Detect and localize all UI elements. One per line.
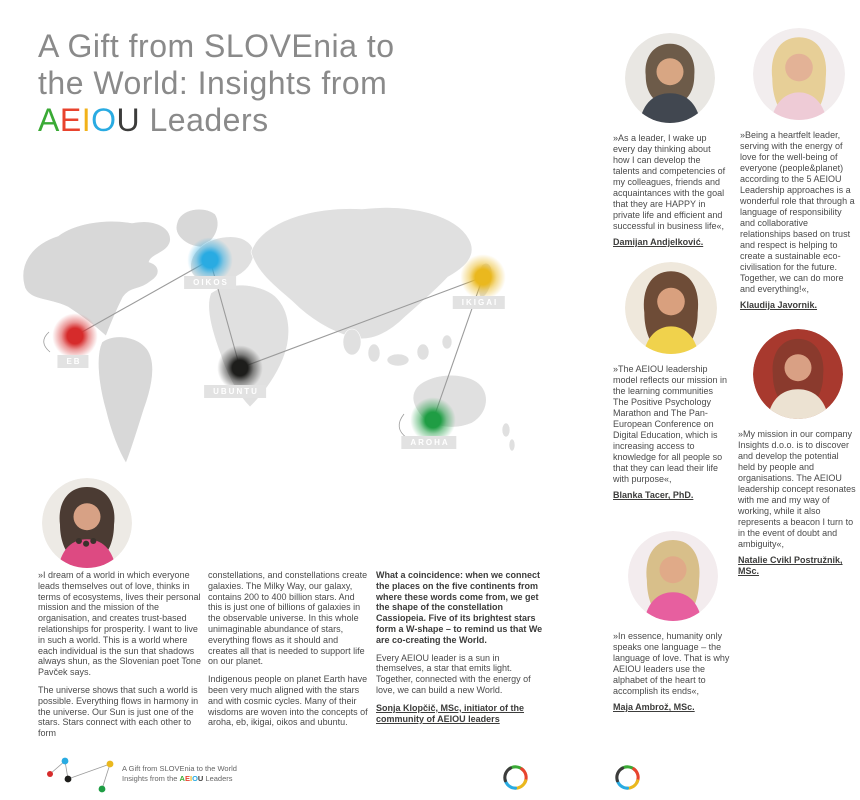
island-se-asia bbox=[342, 328, 362, 356]
quote-block-damijan: »As a leader, I wake up every day thinki… bbox=[613, 33, 726, 248]
aeiou-letter-e: E bbox=[184, 774, 190, 783]
portrait-sonja bbox=[42, 478, 132, 568]
quote-text: »As a leader, I wake up every day thinki… bbox=[613, 133, 726, 231]
aeiou-rosette-logo bbox=[503, 765, 528, 790]
quote-text: »The AEIOU leadership model reflects our… bbox=[613, 364, 728, 484]
quote-block-blanka: »The AEIOU leadership model reflects our… bbox=[613, 262, 729, 501]
article-paragraph: Every AEIOU leader is a sun in themselve… bbox=[376, 652, 531, 695]
quote-author: Klaudija Javornik. bbox=[740, 300, 818, 310]
article-lead-paragraph: What a coincidence: when we connect the … bbox=[376, 570, 543, 645]
title-line-2: the World: Insights from bbox=[38, 65, 388, 101]
continent-asia bbox=[250, 207, 473, 339]
map-node-ubuntu bbox=[217, 345, 263, 391]
aeiou-letter-u: U bbox=[197, 774, 204, 783]
swirl-eb bbox=[43, 331, 51, 353]
quote-text: »Being a heartfelt leader, serving with … bbox=[740, 130, 855, 294]
portrait-natalie bbox=[752, 329, 843, 419]
portrait-damijan bbox=[624, 33, 715, 123]
map-label-oikos: OIKOS bbox=[184, 276, 236, 289]
footer-text: A Gift from SLOVEnia to the World Insigh… bbox=[122, 764, 237, 784]
map-node-eb bbox=[52, 313, 98, 359]
portrait-klaudija bbox=[752, 28, 845, 120]
quote-author: Maja Ambrož, MSc. bbox=[613, 702, 695, 712]
quote-block-maja: »In essence, humanity only speaks one la… bbox=[613, 531, 733, 713]
world-map-section: EB OIKOS UBUNTU IKIGAI AROHA bbox=[0, 190, 600, 480]
title-line-1: A Gift from SLOVEnia to bbox=[38, 28, 395, 64]
footer-dot-ubuntu bbox=[64, 775, 72, 783]
map-label-ikigai: IKIGAI bbox=[452, 296, 506, 309]
island-se-asia bbox=[441, 334, 453, 350]
map-label-ubuntu: UBUNTU bbox=[204, 385, 266, 398]
portrait-maja bbox=[628, 531, 718, 621]
map-node-oikos bbox=[187, 237, 233, 283]
article-paragraph: constellations, and constellations creat… bbox=[208, 570, 368, 667]
article-author: Sonja Klopčič, MSc, initiator of the com… bbox=[376, 702, 525, 724]
island-se-asia bbox=[416, 343, 430, 361]
footer-dot-oikos bbox=[61, 757, 69, 765]
aeiou-letter-i: I bbox=[189, 774, 193, 783]
title-line-3: AEIOU Leaders bbox=[38, 102, 395, 139]
article-column-2: constellations, and constellations creat… bbox=[208, 570, 370, 735]
quote-author: Blanka Tacer, PhD. bbox=[613, 490, 694, 500]
aeiou-letter-e: E bbox=[59, 102, 82, 138]
quote-block-klaudija: »Being a heartfelt leader, serving with … bbox=[740, 28, 857, 311]
map-node-ikigai bbox=[460, 254, 506, 300]
map-node-aroha bbox=[410, 397, 456, 443]
quote-author: Natalie Cvikl Postružnik, MSc. bbox=[738, 555, 843, 576]
aeiou-rosette-logo bbox=[615, 765, 640, 790]
quote-author: Damijan Andjelković. bbox=[613, 237, 704, 247]
portrait-blanka bbox=[625, 262, 717, 354]
continent-north-america bbox=[22, 220, 171, 337]
article-paragraph: The universe shows that such a world is … bbox=[38, 684, 199, 739]
island-se-asia bbox=[367, 343, 381, 363]
island-new-zealand bbox=[501, 422, 511, 438]
article-column-3: What a coincidence: when we connect the … bbox=[376, 570, 544, 725]
quote-text: »In essence, humanity only speaks one la… bbox=[613, 631, 730, 696]
map-label-aroha: AROHA bbox=[401, 436, 457, 449]
quote-text: »My mission in our company Insights d.o.… bbox=[738, 429, 856, 549]
constellation-edge-eb-oikos bbox=[74, 259, 211, 337]
aeiou-letter-o: O bbox=[192, 774, 198, 783]
aeiou-letter-a: A bbox=[38, 102, 60, 138]
footer-line-1: A Gift from SLOVEnia to the World bbox=[122, 764, 237, 773]
article-column-1: »I dream of a world in which everyone le… bbox=[38, 570, 201, 746]
aeiou-letter-a: A bbox=[179, 774, 185, 783]
footer-line-2: Insights from the AEIOU Leaders bbox=[122, 774, 233, 783]
continent-south-america bbox=[98, 336, 153, 464]
footer-dot-aroha bbox=[98, 785, 106, 793]
constellation-edge-ubuntu-ikigai bbox=[239, 276, 484, 369]
title-line-3-suffix: Leaders bbox=[140, 102, 269, 138]
footer-constellation bbox=[47, 757, 114, 793]
footer-dot-ikigai bbox=[106, 760, 114, 768]
aeiou-letter-i: I bbox=[81, 102, 92, 138]
island-new-zealand bbox=[508, 438, 516, 452]
page-title: A Gift from SLOVEnia to the World: Insig… bbox=[38, 28, 395, 139]
article-paragraph: »I dream of a world in which everyone le… bbox=[38, 570, 201, 678]
map-label-eb: EB bbox=[57, 355, 89, 368]
quote-block-natalie: »My mission in our company Insights d.o.… bbox=[738, 329, 857, 577]
aeiou-letter-o: O bbox=[91, 102, 117, 138]
footer-dot-eb bbox=[47, 771, 53, 777]
article-paragraph: Indigenous people on planet Earth have b… bbox=[208, 674, 368, 728]
aeiou-letter-u: U bbox=[116, 102, 141, 138]
island-se-asia bbox=[386, 353, 410, 367]
swirl-aroha bbox=[398, 413, 408, 439]
